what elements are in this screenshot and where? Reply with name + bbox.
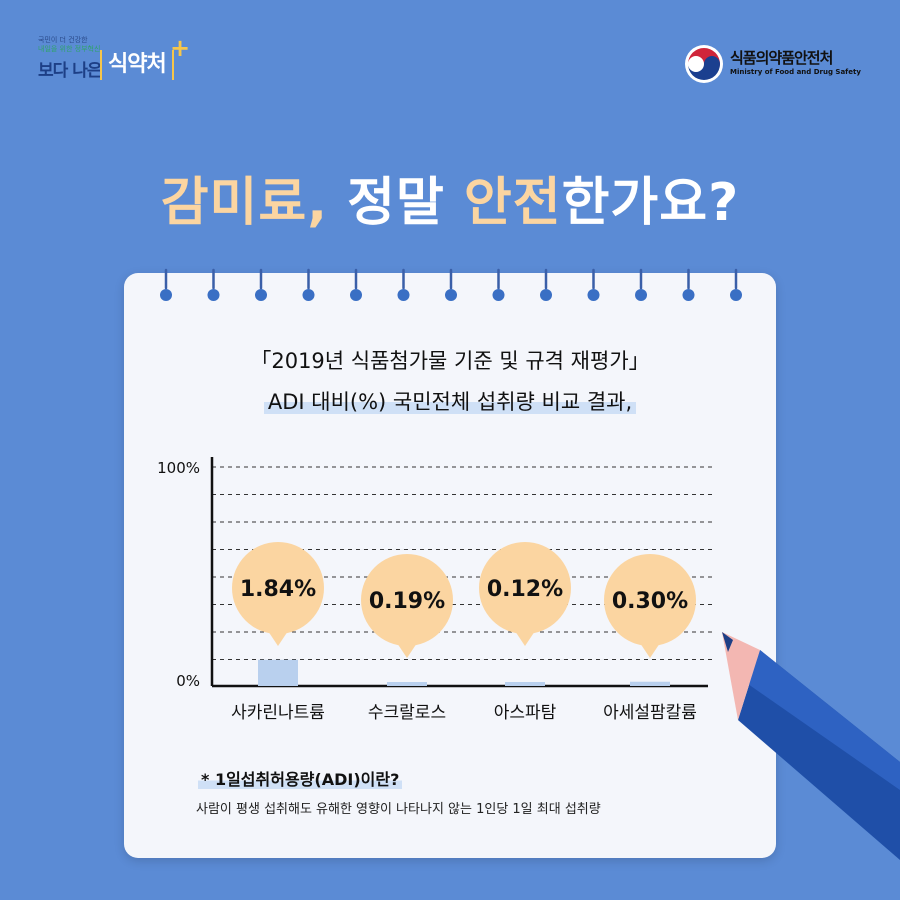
ring-hole: [160, 289, 172, 301]
bubble-circle: [604, 554, 696, 646]
bubble-tail: [395, 640, 419, 658]
value-bubble: 0.12%: [479, 542, 571, 646]
bar: [387, 682, 427, 686]
chart-title: 「2019년 식품첨가물 기준 및 규격 재평가」: [250, 349, 650, 373]
logo-brand-text: 보다 나은: [38, 61, 102, 81]
value-bubble: 0.19%: [361, 554, 453, 658]
value-bubble: 1.84%: [232, 542, 324, 646]
headline-part-4: 한가요?: [561, 173, 740, 233]
ring-hole: [492, 289, 505, 301]
logo-brand-highlight: 식약처: [100, 50, 174, 80]
data-label: 0.12%: [487, 577, 563, 602]
ministry-name-korean: 식품의약품안전처: [730, 49, 833, 67]
ring-hole: [587, 289, 600, 301]
category-label: 수크랄로스: [368, 703, 446, 723]
ring-hole: [397, 289, 410, 301]
plus-icon: +: [170, 34, 191, 62]
note-body: 사람이 평생 섭취해도 유해한 영향이 나타나지 않는 1인당 1일 최대 섭취…: [196, 802, 601, 817]
logo-tagline-line-1: 국민이 더 건강한: [38, 36, 88, 44]
headline-part-2: 정말: [328, 173, 464, 233]
chart-subtitle: ADI 대비(%) 국민전체 섭취량 비교 결과,: [263, 390, 637, 414]
bubble-tail: [513, 628, 537, 646]
ring-hole: [635, 289, 647, 301]
ring-hole: [350, 289, 362, 301]
headline-part-3: 안전: [463, 173, 562, 233]
bar: [258, 659, 298, 686]
data-label: 0.19%: [369, 589, 445, 614]
ring-hole: [730, 289, 742, 301]
value-bubble: 0.30%: [604, 554, 696, 658]
note-title-wrap: * 1일섭취허용량(ADI)이란?: [198, 766, 403, 790]
headline-part-1: 감미료,: [160, 173, 328, 233]
page-headline: 감미료, 정말 안전한가요?: [0, 160, 900, 235]
y-tick-label-max: 100%: [157, 459, 200, 477]
ministry-name-english: Ministry of Food and Drug Safety: [730, 68, 861, 76]
bar: [505, 682, 545, 686]
bubble-tail: [638, 640, 662, 658]
chart-subtitle-wrap: ADI 대비(%) 국민전체 섭취량 비교 결과,: [0, 386, 900, 416]
category-label: 아세설팜칼륨: [603, 703, 697, 723]
bubble-tail: [266, 628, 290, 646]
logo-tagline: 국민이 더 건강한 내일을 위한 정부혁신: [38, 36, 108, 54]
note-title: * 1일섭취허용량(ADI)이란?: [198, 770, 403, 789]
ring-hole: [302, 289, 315, 301]
bubble-circle: [361, 554, 453, 646]
category-label: 아스파탐: [494, 703, 557, 723]
bar: [630, 681, 670, 686]
bubble-circle: [232, 542, 324, 634]
bubble-circle: [479, 542, 571, 634]
brand-logo-left: 국민이 더 건강한 내일을 위한 정부혁신 보다 나은 식약처 +: [38, 34, 208, 96]
data-label: 1.84%: [240, 577, 316, 602]
y-tick-label-min: 0%: [176, 672, 200, 690]
ring-hole: [540, 289, 552, 301]
ring-hole: [255, 289, 267, 301]
data-label: 0.30%: [612, 589, 688, 614]
ring-hole: [445, 289, 457, 301]
category-label: 사카린나트륨: [231, 703, 325, 723]
ministry-logo: 식품의약품안전처 Ministry of Food and Drug Safet…: [684, 44, 874, 88]
logo-tagline-line-2: 내일을 위한 정부혁신: [38, 45, 101, 53]
ring-hole: [207, 289, 220, 301]
taegeuk-emblem-icon: [685, 45, 723, 83]
notepad-rings: [160, 268, 742, 301]
ring-hole: [682, 289, 695, 301]
